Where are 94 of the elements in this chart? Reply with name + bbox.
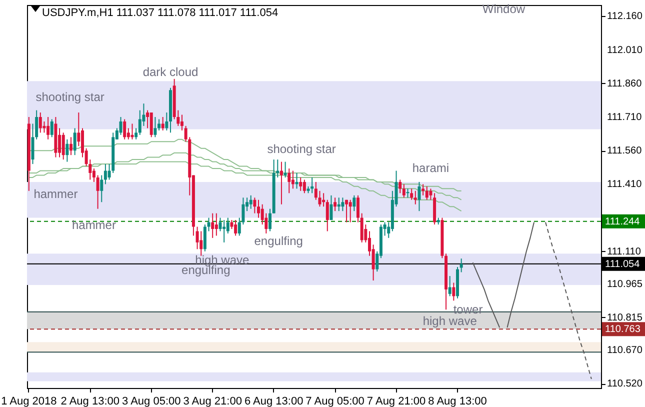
candlestick (66, 138, 69, 162)
candlestick (165, 112, 168, 131)
annotation: hammer (72, 218, 116, 232)
candlestick (92, 168, 96, 182)
candlestick (73, 128, 76, 156)
line-series (545, 222, 592, 380)
candlestick (291, 170, 294, 190)
y-tick-label: 110.965 (607, 278, 643, 290)
candlestick (46, 116, 50, 140)
annotation: shooting star (267, 142, 336, 156)
candlestick (352, 194, 356, 212)
y-tick-label: 111.860 (607, 78, 642, 90)
candlestick (429, 188, 432, 200)
candlestick (448, 276, 452, 297)
candlestick (158, 118, 161, 131)
x-tick-label: 2 Aug 13:00 (60, 396, 120, 407)
x-tick-label: 3 Aug 21:00 (183, 396, 242, 407)
candlestick (62, 132, 65, 160)
candlestick (96, 174, 100, 210)
candlestick (410, 188, 414, 200)
candlestick (180, 114, 184, 131)
y-tick-label: 110.670 (607, 344, 643, 356)
candlestick (334, 197, 337, 212)
x-tick-label: 8 Aug 13:00 (428, 396, 487, 407)
y-tick-label: 112.010 (607, 44, 643, 56)
candlestick (253, 197, 256, 214)
candlestick (398, 179, 402, 194)
candlestick (280, 161, 283, 205)
candlestick (119, 116, 122, 136)
candlestick (418, 181, 421, 212)
annotation: engulfing (254, 234, 303, 248)
candlestick (35, 110, 38, 140)
candlestick (452, 282, 456, 302)
candlestick (249, 194, 252, 210)
candlestick (326, 199, 329, 232)
candlestick (218, 217, 222, 232)
y-tick-label: 111.410 (607, 179, 642, 190)
y-tick-label: 111.560 (607, 146, 642, 157)
candlestick (268, 208, 272, 232)
candlestick (425, 186, 428, 200)
annotation: Window (482, 2, 526, 16)
y-tick-label: 112.160 (607, 11, 643, 22)
y-tick-label: 111.110 (607, 246, 642, 258)
candlestick (356, 194, 360, 223)
annotation: high wave (195, 253, 250, 267)
candlestick (70, 136, 73, 156)
candlestick (214, 212, 218, 236)
candlestick (154, 116, 157, 138)
candlestick (134, 128, 138, 140)
y-tick-label: 110.815 (607, 312, 643, 324)
candlestick (345, 199, 348, 223)
candlestick (203, 224, 206, 252)
candlestick (104, 164, 107, 185)
x-tick-label: 7 Aug 05:00 (306, 396, 364, 407)
candlestick (226, 217, 230, 234)
ref-line-label: 111.054 (605, 258, 640, 270)
candlestick (422, 184, 425, 196)
candlestick (330, 194, 333, 221)
candlestick (402, 184, 406, 198)
x-tick-label: 6 Aug 13:00 (244, 396, 304, 407)
candlestick (123, 118, 126, 140)
annotation: shooting star (36, 90, 104, 104)
candlestick (348, 199, 352, 223)
candlestick (38, 112, 42, 134)
y-tick-label: 111.710 (607, 112, 642, 123)
candlestick (200, 230, 203, 256)
candlestick (360, 212, 364, 243)
x-tick-label: 3 Aug 05:00 (122, 396, 181, 407)
candlestick (234, 220, 238, 236)
ref-line-label: 111.244 (605, 216, 640, 228)
candlestick (222, 220, 226, 243)
candlestick (58, 128, 62, 158)
candlestick (161, 116, 164, 131)
annotation: dark cloud (142, 65, 198, 79)
candlestick (302, 179, 306, 194)
candlestick (31, 123, 34, 165)
x-tick-label: 7 Aug 21:00 (366, 396, 426, 407)
annotation: harami (412, 161, 450, 175)
candlestick (257, 199, 260, 218)
candlestick (100, 174, 104, 203)
y-tick-label: 110.520 (607, 378, 643, 390)
annotation: high wave (422, 314, 478, 328)
candlestick (50, 118, 54, 138)
candlestick (460, 258, 463, 273)
ref-line-label: 110.763 (605, 324, 641, 336)
chart-title: USDJPY.m,H1 111.037 111.078 111.017 111.054 (42, 7, 278, 19)
candlestick (288, 168, 291, 194)
candlestick (150, 112, 153, 138)
candlestick (341, 197, 344, 212)
x-tick-label: 1 Aug 2018 (1, 396, 57, 407)
candlestick (414, 190, 417, 205)
candlestick (299, 176, 302, 192)
annotation: hammer (34, 187, 78, 201)
candlestick (211, 212, 214, 238)
